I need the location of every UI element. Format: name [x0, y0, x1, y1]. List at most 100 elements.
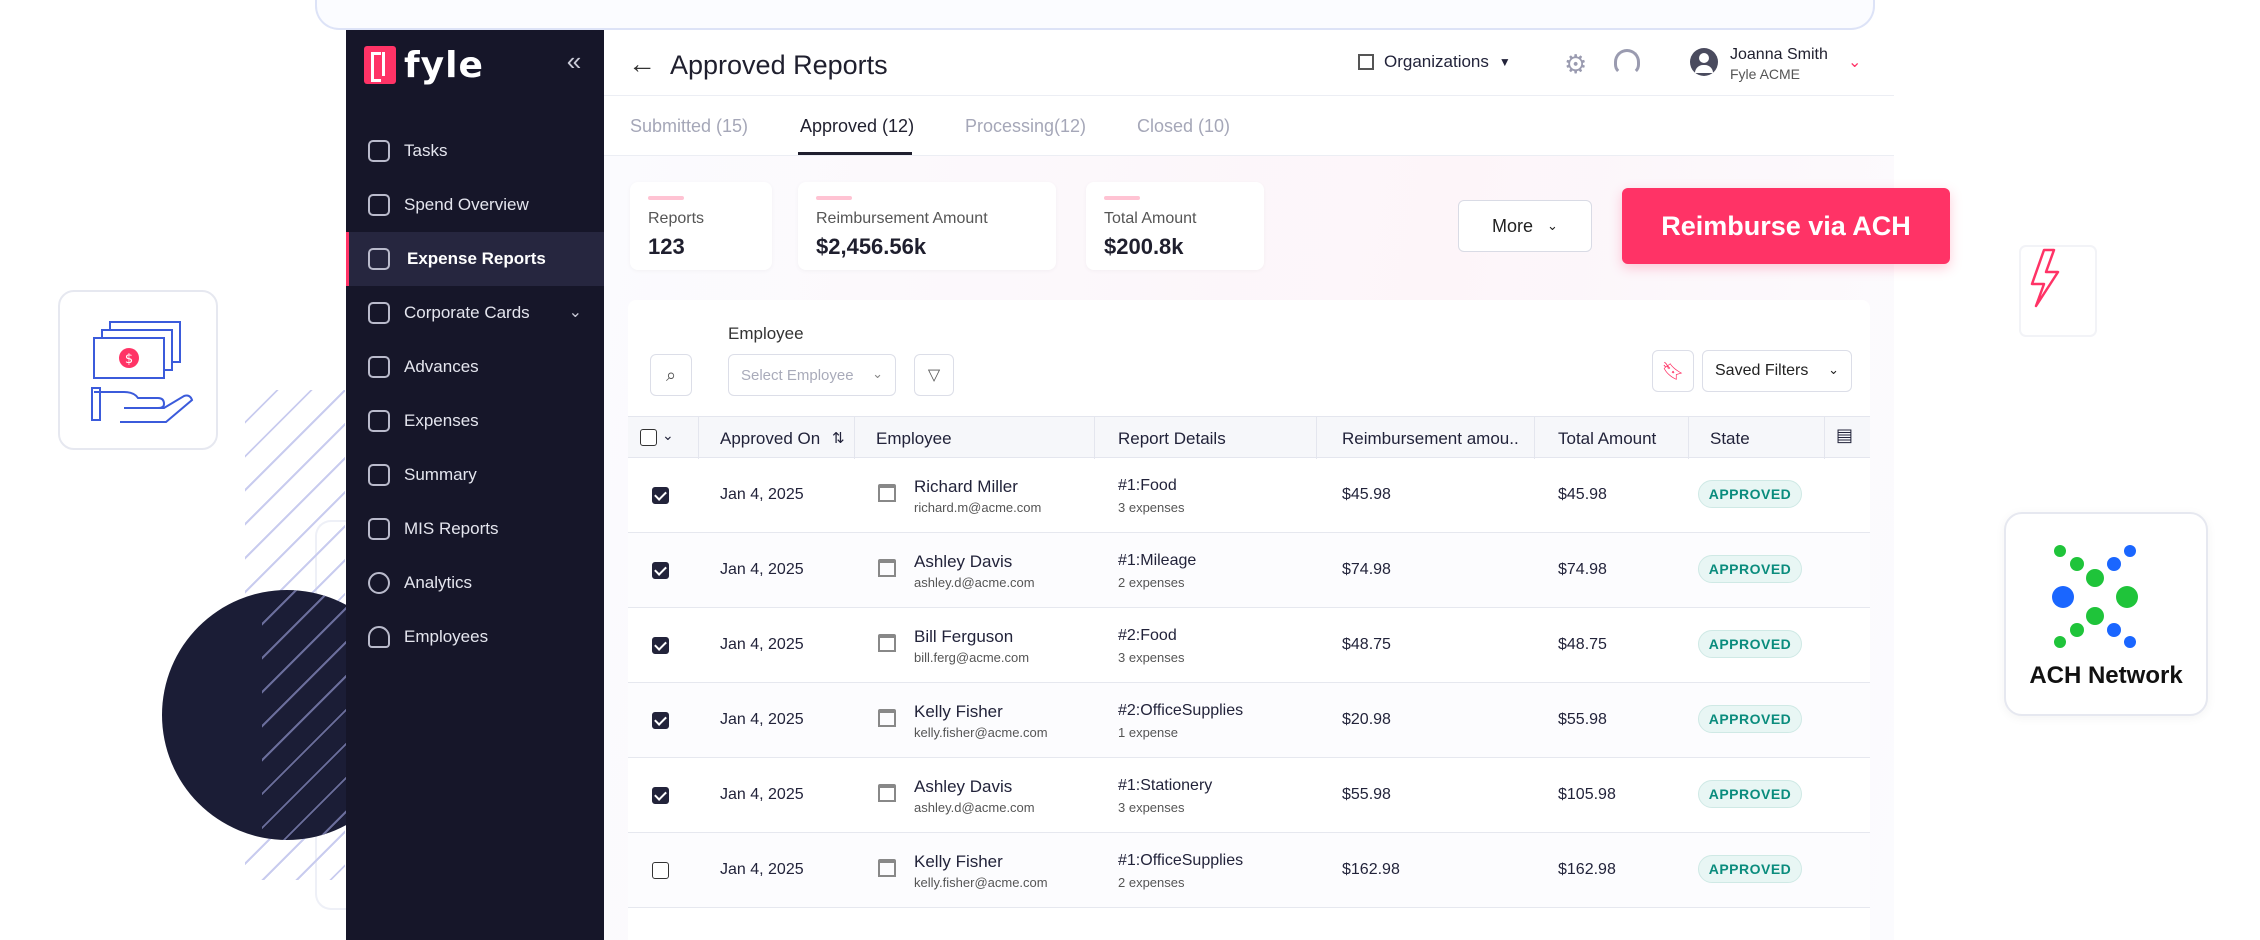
column-settings-icon[interactable]: ▤ [1836, 425, 1854, 445]
approved-date: Jan 4, 2025 [720, 786, 804, 803]
background-frame [315, 0, 1875, 30]
total-amount: $74.98 [1558, 561, 1607, 578]
back-arrow-icon[interactable]: ← [628, 48, 656, 79]
sidebar-item-analytics[interactable]: Analytics [346, 556, 604, 610]
bank-icon [878, 484, 896, 502]
employee-select[interactable]: Select Employee ⌄ [728, 354, 896, 396]
sidebar-item-spend-overview[interactable]: Spend Overview [346, 178, 604, 232]
total-amount: $55.98 [1558, 711, 1607, 728]
table-row[interactable]: Jan 4, 2025 Richard Miller richard.m@acme.… [628, 458, 1870, 533]
row-checkbox[interactable] [652, 787, 669, 804]
lightning-icon [2019, 245, 2097, 337]
approved-date: Jan 4, 2025 [720, 711, 804, 728]
tab-approved[interactable]: Approved (12) [800, 116, 915, 136]
sidebar-item-advances[interactable]: Advances [346, 340, 604, 394]
stat-value: 123 [648, 234, 685, 259]
filter-button[interactable]: ▽ [914, 354, 954, 396]
sidebar-item-employees[interactable]: Employees [346, 610, 604, 664]
money-hand-card: $ [58, 290, 218, 450]
status-badge: APPROVED [1698, 630, 1802, 658]
sidebar-item-label: Summary [404, 465, 477, 484]
total-amount: $105.98 [1558, 786, 1616, 803]
sidebar-item-label: Employees [404, 627, 489, 646]
chevron-down-icon[interactable]: ⌄ [1848, 54, 1862, 71]
column-reimbursement-amount[interactable]: Reimbursement amou.. [1342, 429, 1519, 448]
report-expense-count: 2 expenses [1118, 575, 1185, 590]
search-button[interactable]: ⌕ [650, 354, 692, 396]
active-tab-indicator [798, 152, 912, 155]
organizations-dropdown[interactable]: Organizations ▼ [1358, 52, 1511, 72]
table-header: ⌄ Approved On ⇅ Employee Report Details … [628, 416, 1870, 459]
table-row[interactable]: Jan 4, 2025 Kelly Fisher kelly.fisher@acme… [628, 683, 1870, 758]
headset-icon[interactable] [1614, 49, 1640, 75]
report-name[interactable]: #1:OfficeSupplies [1118, 852, 1244, 869]
avatar[interactable] [1690, 48, 1718, 76]
sidebar-item-label: Tasks [404, 141, 448, 160]
table-row[interactable]: Jan 4, 2025 Ashley Davis ashley.d@acme.com… [628, 533, 1870, 608]
sidebar-item-expenses[interactable]: Expenses [346, 394, 604, 448]
reimbursement-amount: $20.98 [1342, 711, 1391, 728]
report-name[interactable]: #1:Stationery [1118, 777, 1213, 794]
row-checkbox[interactable] [652, 712, 669, 729]
column-total-amount[interactable]: Total Amount [1558, 429, 1657, 448]
sort-icon[interactable]: ⇅ [832, 430, 845, 447]
document-icon [368, 464, 390, 486]
sidebar-item-expense-reports[interactable]: Expense Reports [346, 232, 604, 286]
report-name[interactable]: #1:Mileage [1118, 552, 1197, 569]
report-tabs: Submitted (15) Approved (12) Processing(… [604, 96, 1894, 156]
chevron-down-icon[interactable]: ⌄ [568, 304, 582, 321]
sidebar-item-tasks[interactable]: Tasks [346, 124, 604, 178]
approved-date: Jan 4, 2025 [720, 861, 804, 878]
column-approved-on[interactable]: Approved On [720, 429, 821, 448]
row-checkbox[interactable] [652, 862, 669, 879]
more-button[interactable]: More ⌄ [1458, 200, 1592, 252]
collapse-sidebar-icon[interactable]: « [566, 46, 582, 76]
sidebar-item-label: Expenses [404, 411, 479, 430]
total-amount: $48.75 [1558, 636, 1607, 653]
sidebar-item-corporate-cards[interactable]: Corporate Cards ⌄ [346, 286, 604, 340]
wallet-icon [368, 356, 390, 378]
stat-value: $2,456.56k [816, 234, 927, 259]
sidebar-item-mis-reports[interactable]: MIS Reports [346, 502, 604, 556]
total-amount: $45.98 [1558, 486, 1607, 503]
row-checkbox[interactable] [652, 562, 669, 579]
column-state[interactable]: State [1710, 429, 1750, 448]
table-row[interactable]: Jan 4, 2025 Kelly Fisher kelly.fisher@acme… [628, 833, 1870, 908]
bookmark-button[interactable]: 🔖︎ [1652, 350, 1694, 392]
people-icon [368, 626, 390, 648]
tab-submitted[interactable]: Submitted (15) [630, 116, 749, 136]
row-checkbox[interactable] [652, 487, 669, 504]
reimburse-via-ach-button[interactable]: Reimburse via ACH [1622, 188, 1950, 264]
report-name[interactable]: #2:Food [1118, 627, 1177, 644]
tab-closed[interactable]: Closed (10) [1137, 116, 1231, 136]
sidebar-item-summary[interactable]: Summary [346, 448, 604, 502]
table-row[interactable]: Jan 4, 2025 Bill Ferguson bill.ferg@acme.c… [628, 608, 1870, 683]
sidebar-nav: Tasks Spend Overview Expense Reports Cor… [346, 124, 604, 664]
table-row[interactable]: Jan 4, 2025 Ashley Davis ashley.d@acme.com… [628, 758, 1870, 833]
user-name[interactable]: Joanna Smith [1730, 46, 1828, 63]
chevron-down-icon[interactable]: ⌄ [662, 427, 674, 443]
total-amount: $162.98 [1558, 861, 1616, 878]
saved-filters-dropdown[interactable]: Saved Filters ⌄ [1702, 350, 1852, 392]
select-all-checkbox[interactable] [640, 429, 657, 446]
row-checkbox[interactable] [652, 637, 669, 654]
report-name[interactable]: #2:OfficeSupplies [1118, 702, 1244, 719]
bank-icon [878, 859, 896, 877]
employee-email: kelly.fisher@acme.com [914, 875, 1048, 890]
tab-processing[interactable]: Processing(12) [965, 116, 1087, 136]
report-expense-count: 1 expense [1118, 725, 1178, 740]
employee-email: ashley.d@acme.com [914, 800, 1035, 815]
report-icon [368, 518, 390, 540]
status-badge: APPROVED [1698, 855, 1802, 883]
caret-down-icon: ▼ [1498, 55, 1511, 69]
column-report-details[interactable]: Report Details [1118, 429, 1226, 448]
reimbursement-amount: $162.98 [1342, 861, 1400, 878]
sidebar-item-label: Expense Reports [407, 249, 546, 268]
employee-name: Richard Miller [914, 477, 1018, 496]
employee-name: Kelly Fisher [914, 702, 1003, 721]
gear-icon[interactable]: ⚙ [1564, 49, 1588, 79]
report-name[interactable]: #1:Food [1118, 477, 1177, 494]
fyle-logo[interactable]: fyle [364, 45, 484, 86]
column-employee[interactable]: Employee [876, 429, 952, 448]
